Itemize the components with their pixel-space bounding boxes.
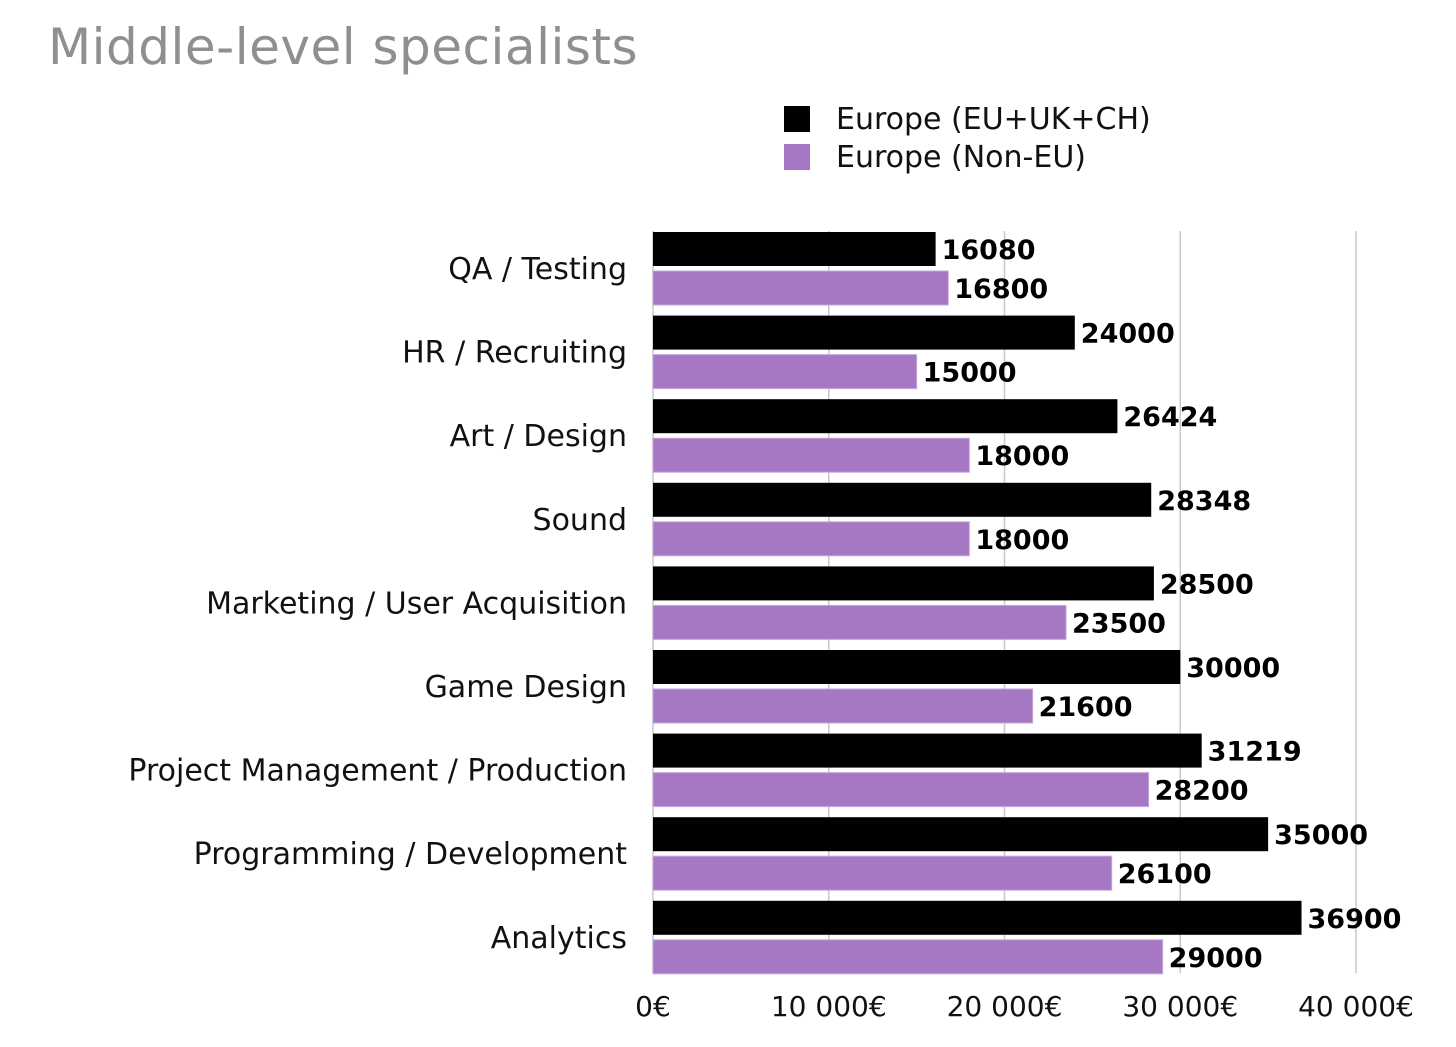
data-label: 23500 [1072, 608, 1166, 639]
data-label: 21600 [1039, 692, 1133, 723]
bar-non-eu [652, 855, 1113, 891]
data-label: 18000 [975, 525, 1069, 556]
data-label: 36900 [1308, 904, 1402, 935]
labels: 0€ 10 000€ 20 000€ 30 000€ 40 000€ 16080 16800… [128, 235, 1413, 1023]
bar-non-eu [652, 688, 1034, 724]
bar-eu [653, 900, 1302, 935]
bar-eu [653, 817, 1269, 852]
data-label: 28500 [1160, 569, 1254, 600]
category-label: Art / Design [450, 419, 627, 454]
bar-non-eu [652, 354, 918, 390]
x-tick-label: 20 000€ [947, 990, 1063, 1023]
category-label: HR / Recruiting [402, 336, 627, 371]
legend-item-non-eu: Europe (Non-EU) [784, 138, 1151, 176]
data-label: 16080 [942, 235, 1036, 266]
data-label: 15000 [923, 358, 1017, 389]
legend-swatch-non-eu [784, 144, 810, 170]
data-label: 30000 [1186, 653, 1280, 684]
bar-eu [653, 482, 1152, 517]
data-label: 24000 [1081, 319, 1175, 350]
data-label: 31219 [1208, 737, 1302, 768]
chart-title: Middle-level specialists [48, 18, 639, 76]
bar-eu [653, 399, 1118, 434]
bar-eu [653, 232, 936, 266]
bar-eu [653, 566, 1154, 601]
chart-legend: Europe (EU+UK+CH) Europe (Non-EU) [784, 100, 1151, 176]
data-label: 29000 [1169, 943, 1263, 974]
category-label: Analytics [491, 921, 627, 956]
x-tick-label: 0€ [635, 990, 671, 1023]
x-tick-label: 30 000€ [1122, 990, 1238, 1023]
bar-non-eu [652, 270, 949, 306]
bar-non-eu [652, 939, 1164, 975]
bar-eu [653, 315, 1075, 350]
data-label: 28200 [1155, 776, 1249, 807]
category-label: Project Management / Production [128, 754, 627, 789]
legend-swatch-eu [784, 106, 810, 132]
data-label: 28348 [1157, 486, 1251, 517]
data-label: 18000 [975, 441, 1069, 472]
bars [652, 232, 1302, 975]
category-label: Marketing / User Acquisition [206, 586, 627, 621]
bar-eu [653, 733, 1202, 768]
data-label: 26100 [1118, 859, 1212, 890]
category-label: Programming / Development [194, 837, 628, 872]
bar-non-eu [652, 772, 1150, 808]
data-label: 26424 [1123, 402, 1217, 433]
legend-label-eu: Europe (EU+UK+CH) [836, 101, 1151, 137]
bar-non-eu [652, 604, 1067, 640]
data-label: 16800 [954, 274, 1048, 305]
x-tick-label: 40 000€ [1298, 990, 1414, 1023]
bar-non-eu [652, 521, 970, 557]
legend-item-eu: Europe (EU+UK+CH) [784, 100, 1151, 138]
x-tick-label: 10 000€ [771, 990, 887, 1023]
category-label: QA / Testing [448, 252, 627, 287]
legend-label-non-eu: Europe (Non-EU) [836, 139, 1086, 175]
bar-eu [653, 650, 1181, 684]
category-label: Game Design [425, 670, 627, 705]
data-label: 35000 [1274, 820, 1368, 851]
category-label: Sound [533, 503, 627, 538]
bar-non-eu [652, 437, 970, 473]
